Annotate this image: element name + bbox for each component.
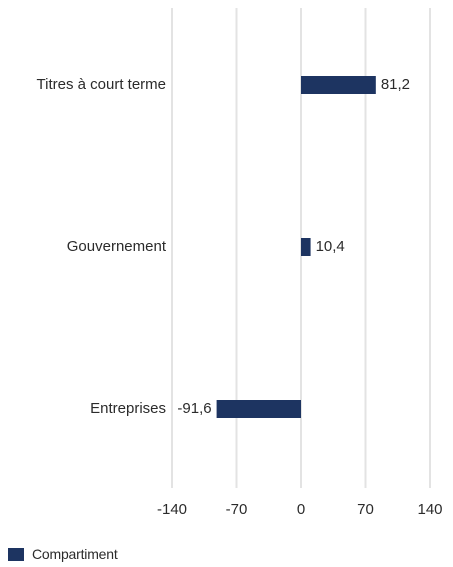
data-label: 81,2 xyxy=(381,76,410,93)
x-tick-label: -70 xyxy=(226,501,248,518)
legend: Compartiment xyxy=(8,545,118,563)
x-tick-label: 140 xyxy=(417,501,442,518)
bar xyxy=(301,238,311,256)
bar xyxy=(301,76,376,94)
category-label: Entreprises xyxy=(90,400,166,417)
category-label: Titres à court terme xyxy=(37,76,166,93)
data-label: -91,6 xyxy=(177,400,211,417)
x-tick-label: 0 xyxy=(297,501,305,518)
legend-swatch xyxy=(8,547,24,561)
x-tick-label: 70 xyxy=(357,501,374,518)
x-tick-label: -140 xyxy=(157,501,187,518)
bar xyxy=(216,400,301,418)
category-label: Gouvernement xyxy=(67,238,167,255)
legend-label: Compartiment xyxy=(32,546,118,562)
data-label: 10,4 xyxy=(316,238,345,255)
